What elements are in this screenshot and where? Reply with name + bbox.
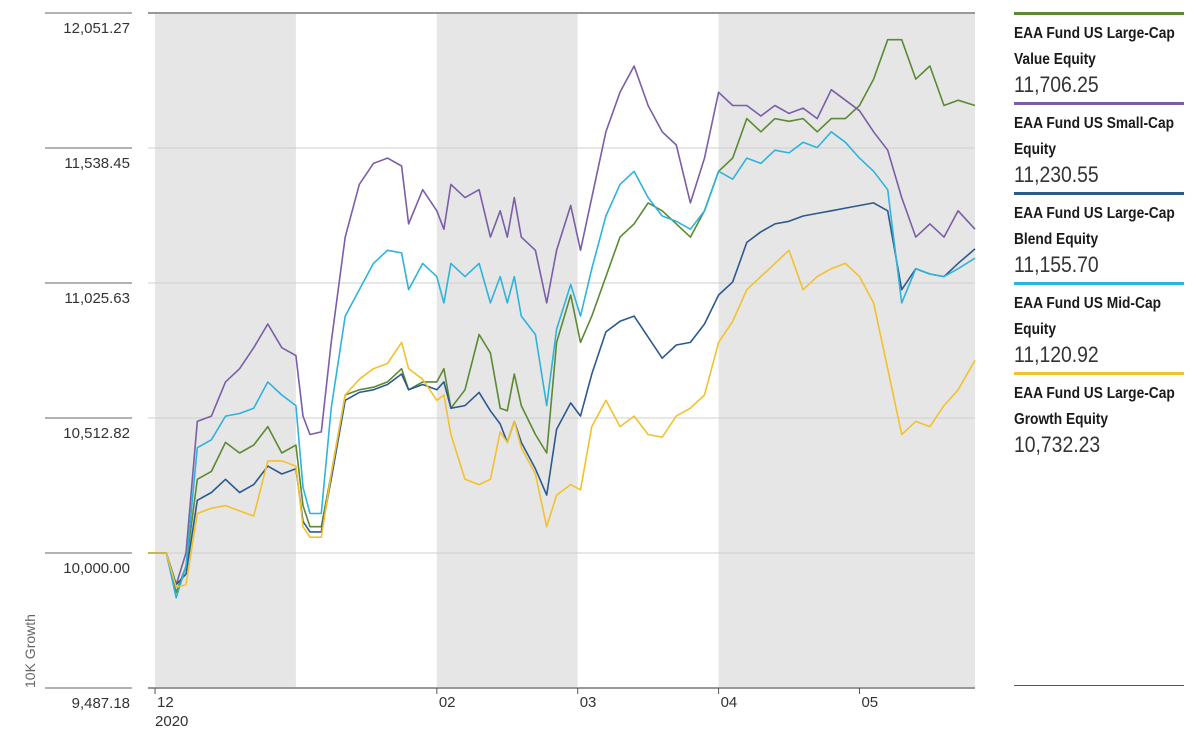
legend-series-value: 11,120.92 — [1014, 342, 1099, 367]
gridlines — [45, 12, 975, 689]
y-tick-label: 10,512.82 — [63, 425, 130, 442]
y-tick-label: 11,025.63 — [64, 290, 130, 307]
y-tick-label: 12,051.27 — [63, 20, 130, 37]
x-tick-year: 2020 — [155, 713, 188, 730]
legend-item: EAA Fund US Large-Cap Growth Equity 10,73… — [1014, 372, 1184, 462]
legend-series-name: EAA Fund US Large-Cap Growth Equity — [1014, 385, 1175, 428]
legend-series-name: EAA Fund US Mid-Cap Equity — [1014, 295, 1162, 338]
x-tick-label: 02 — [439, 694, 456, 711]
legend-bottom-rule — [1014, 685, 1184, 686]
legend-series-name: EAA Fund US Large-Cap Blend Equity — [1014, 205, 1175, 248]
series-line-2 — [148, 65, 976, 586]
legend-item: EAA Fund US Large-Cap Blend Equity 11,155… — [1014, 192, 1184, 282]
series-line-1 — [148, 38, 976, 594]
legend: EAA Fund US Large-Cap Value Equity 11,706… — [1014, 12, 1184, 462]
legend-series-value: 11,155.70 — [1014, 252, 1099, 277]
shaded-bands — [155, 13, 975, 688]
series-line-5 — [148, 249, 976, 588]
series-line-4 — [148, 131, 976, 599]
x-tick-label: 05 — [861, 694, 878, 711]
shaded-band — [718, 13, 975, 688]
legend-item: EAA Fund US Mid-Cap Equity 11,120.92 — [1014, 282, 1184, 372]
x-tick-label: 12 — [157, 694, 174, 711]
legend-series-value: 11,706.25 — [1014, 72, 1099, 97]
y-axis-label: 10K Growth — [22, 614, 38, 688]
series-line-3 — [148, 202, 976, 586]
x-axis-ticks: 12 2020 02 03 04 05 — [154, 688, 878, 730]
y-tick-label: 9,487.18 — [72, 695, 130, 712]
legend-series-value: 10,732.23 — [1014, 432, 1101, 457]
x-tick-label: 04 — [721, 694, 738, 711]
y-tick-label: 11,538.45 — [64, 155, 130, 172]
y-axis-ticks: 12,051.27 11,538.45 11,025.63 10,512.82 10,0… — [63, 20, 130, 712]
legend-series-name: EAA Fund US Large-Cap Value Equity — [1014, 25, 1175, 68]
x-tick-label: 03 — [580, 694, 597, 711]
legend-series-name: EAA Fund US Small-Cap Equity — [1014, 115, 1175, 158]
legend-item: EAA Fund US Large-Cap Value Equity 11,706… — [1014, 12, 1184, 102]
series-lines — [148, 38, 976, 599]
legend-item: EAA Fund US Small-Cap Equity 11,230.55 — [1014, 102, 1184, 192]
y-tick-label: 10,000.00 — [63, 560, 130, 577]
legend-series-value: 11,230.55 — [1014, 162, 1099, 187]
